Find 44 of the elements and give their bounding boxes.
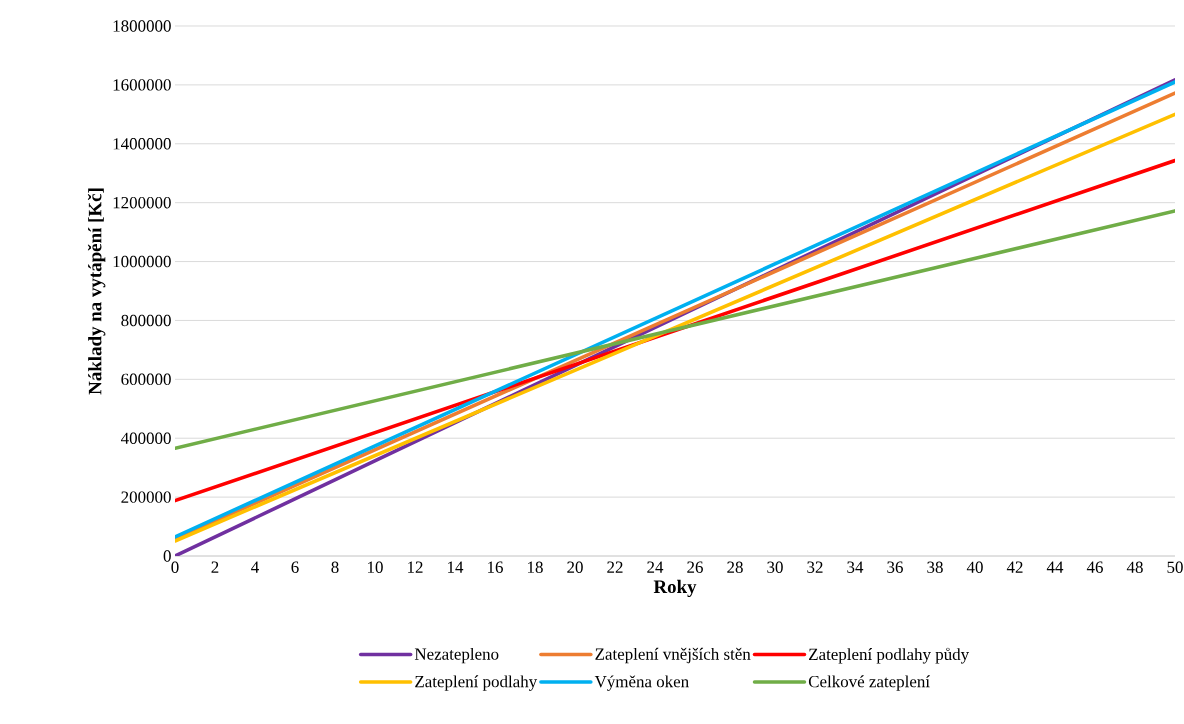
x-tick-label: 28 [727,561,743,573]
y-tick-label: 1200000 [113,196,171,209]
y-tick-label: 1400000 [113,138,171,150]
y-axis-title: Náklady na vytápění [Kč] [87,188,106,395]
x-tick-label: 16 [488,561,503,573]
x-tick-label: 38 [927,561,943,573]
x-tick-label: 32 [807,561,823,573]
x-tick-label: 12 [408,561,423,573]
y-tick-label: 1800000 [113,20,171,32]
legend-label: Nezatepleno [414,647,499,664]
x-tick-label: 30 [767,561,783,573]
x-tick-label: 42 [1006,561,1023,573]
y-tick-label: 1600000 [113,79,171,91]
x-tick-label: 2 [211,561,219,573]
x-tick-label: 6 [291,561,299,573]
x-tick-label: 36 [887,561,903,573]
legend-label: Celkové zateplení [808,675,930,691]
x-tick-label: 22 [607,561,623,573]
x-tick-label: 8 [331,561,339,573]
x-tick-label: 50 [1167,561,1183,573]
x-tick-label: 4 [251,561,259,573]
x-tick-label: 34 [847,561,864,573]
x-tick-label: 24 [647,561,664,573]
legend-label: Zateplení podlahy půdy [809,647,970,664]
x-tick-label: 40 [966,561,983,573]
x-tick-label: 0 [171,561,179,573]
x-tick-label: 48 [1126,561,1143,573]
y-tick-label: 200000 [121,491,171,503]
legend-label: Výměna oken [594,675,689,691]
x-tick-label: 44 [1046,561,1064,573]
x-tick-label: 14 [448,561,464,573]
x-tick-label: 20 [567,561,583,573]
legend-label: Zateplení podlahy [415,675,538,691]
x-tick-label: 46 [1086,561,1103,573]
x-tick-label: 10 [368,561,383,573]
x-tick-label: 26 [687,561,703,573]
y-tick-label: 0 [163,550,171,562]
x-tick-label: 18 [528,561,543,573]
y-tick-label: 400000 [121,432,171,444]
y-tick-label: 800000 [121,314,171,327]
legend-label: Zateplení vnějších stěn [595,647,751,664]
y-tick-label: 600000 [121,373,171,386]
y-tick-label: 1000000 [113,255,171,268]
x-axis-title: Roky [653,579,697,597]
